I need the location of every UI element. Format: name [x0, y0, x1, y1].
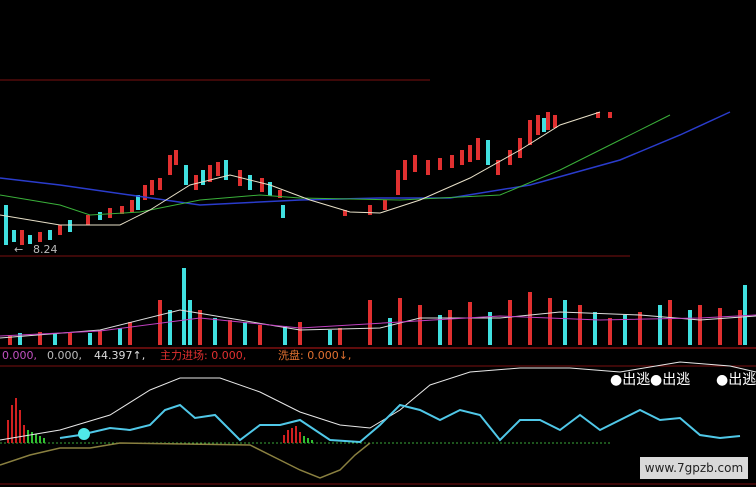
indicator-value: 0.000, — [47, 349, 82, 362]
signal-dot — [78, 428, 90, 440]
signal-label: ●出逃 — [716, 372, 756, 388]
volume-up — [8, 292, 742, 345]
ma-white — [0, 111, 601, 226]
line-cyan — [59, 403, 741, 444]
candles-down — [4, 118, 546, 245]
indicator-value: 0.000, — [2, 349, 37, 362]
low-arrow: ← — [14, 243, 23, 256]
green-bars — [27, 430, 313, 443]
vol-ma-white — [0, 309, 756, 339]
signal-label: ●出逃 — [650, 372, 690, 388]
indicator-value: 44.397↑, — [94, 349, 145, 362]
ma-blue — [0, 111, 731, 206]
indicator-value: 主力进场: 0.000, — [160, 348, 246, 362]
volume-down — [18, 268, 747, 345]
red-spikes — [7, 398, 301, 443]
ma-green — [0, 114, 671, 216]
candles-up — [20, 112, 612, 245]
watermark: www.7gpzb.com — [640, 457, 748, 479]
indicator-value: 洗盘: 0.000↓, — [278, 348, 351, 362]
vol-ma-purple — [0, 314, 756, 337]
line-white — [0, 361, 756, 441]
signal-label: ●出逃 — [610, 372, 650, 388]
line-olive — [0, 442, 371, 479]
low-price-label: 8.24 — [33, 243, 58, 256]
